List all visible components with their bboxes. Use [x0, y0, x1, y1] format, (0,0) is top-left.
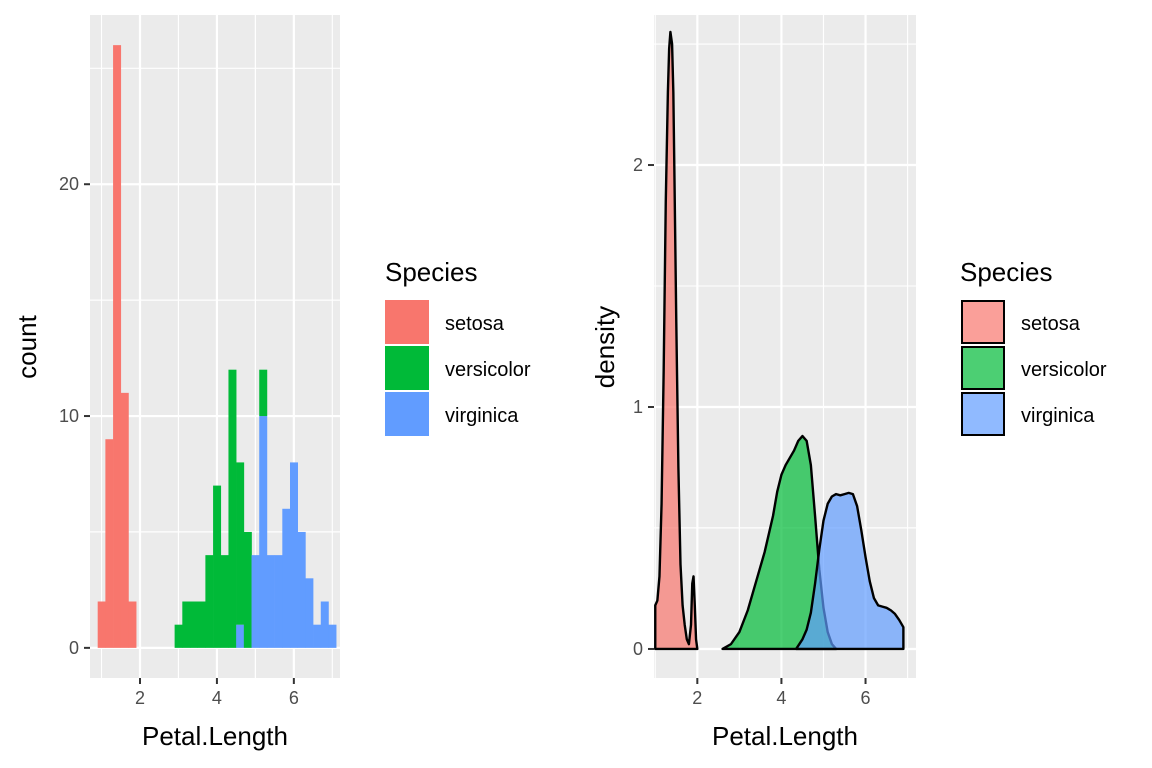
density-legend-title: Species: [960, 257, 1053, 287]
legend-label-setosa: setosa: [445, 313, 505, 335]
density-y-tick-label: 0: [633, 639, 643, 659]
histogram-legend-title: Species: [385, 257, 478, 287]
histogram-y-axis-title: count: [12, 314, 42, 378]
density-legend-key-versicolor: [961, 346, 1005, 390]
density-x-tick-label: 2: [692, 688, 702, 708]
density-legend: Species setosa versicolor virginica: [960, 257, 1107, 436]
legend-key-virginica: [385, 392, 429, 436]
histogram-bar-setosa: [120, 392, 129, 648]
density-axes: 2 4 6 0 1 2: [633, 155, 871, 708]
density-y-tick-label: 2: [633, 155, 643, 175]
histogram-panel: 2 4 6 0 10 20 Petal.Length count Species seto…: [12, 15, 531, 751]
density-legend-label-versicolor: versicolor: [1021, 359, 1107, 381]
density-x-axis-title: Petal.Length: [712, 721, 858, 751]
density-panel: 2 4 6 0 1 2 Petal.Length density Species seto…: [590, 15, 1107, 751]
histogram-x-axis-title: Petal.Length: [142, 721, 288, 751]
legend-key-versicolor: [385, 346, 429, 390]
histogram-bar-setosa: [97, 601, 106, 648]
histogram-legend: Species setosa versicolor virginica: [385, 257, 531, 436]
histogram-bar-virginica: [328, 624, 337, 648]
histogram-bar-versicolor: [213, 485, 222, 648]
histogram-bar-virginica: [259, 416, 268, 648]
histogram-bars: [97, 45, 337, 648]
histogram-bar-versicolor: [182, 601, 191, 648]
legend-label-versicolor: versicolor: [445, 359, 531, 381]
density-legend-key-setosa: [961, 300, 1005, 344]
histogram-bar-virginica: [251, 555, 260, 648]
histogram-bar-virginica: [313, 624, 322, 648]
histogram-y-tick-label: 0: [69, 638, 79, 658]
histogram-bar-setosa: [105, 439, 114, 648]
histogram-bar-versicolor: [197, 601, 206, 648]
legend-key-setosa: [385, 300, 429, 344]
density-legend-label-setosa: setosa: [1021, 313, 1081, 335]
histogram-x-tick-label: 2: [135, 688, 145, 708]
density-areas: [654, 30, 905, 651]
histogram-bar-setosa: [128, 601, 137, 648]
histogram-bar-virginica: [266, 555, 275, 648]
density-area-setosa: [654, 30, 699, 651]
histogram-bar-virginica: [305, 578, 314, 648]
histogram-bar-virginica: [290, 462, 298, 648]
histogram-bar-versicolor: [190, 601, 198, 648]
density-y-axis-title: density: [590, 306, 620, 388]
histogram-bar-virginica: [282, 508, 291, 648]
density-legend-label-virginica: virginica: [1021, 405, 1095, 427]
histogram-bar-versicolor: [205, 555, 214, 648]
histogram-bar-versicolor: [228, 369, 237, 648]
histogram-bar-virginica: [320, 601, 329, 648]
histogram-y-tick-label: 20: [59, 174, 79, 194]
histogram-bar-virginica: [297, 531, 306, 648]
histogram-axes: 2 4 6 0 10 20: [59, 174, 299, 708]
histogram-bar-setosa: [113, 45, 122, 648]
legend-label-virginica: virginica: [445, 405, 519, 427]
density-legend-key-virginica: [961, 392, 1005, 436]
histogram-x-tick-label: 6: [289, 688, 299, 708]
histogram-bar-versicolor: [259, 369, 268, 417]
density-area-virginica: [794, 491, 905, 651]
density-x-tick-label: 4: [776, 688, 786, 708]
histogram-bar-virginica: [274, 555, 283, 648]
histogram-bar-versicolor: [236, 462, 245, 625]
histogram-x-tick-label: 4: [212, 688, 222, 708]
histogram-bar-versicolor: [220, 555, 229, 648]
histogram-y-tick-label: 10: [59, 406, 79, 426]
histogram-bar-versicolor: [243, 531, 252, 648]
density-y-tick-label: 1: [633, 397, 643, 417]
histogram-bar-virginica: [236, 624, 245, 648]
density-x-tick-label: 6: [861, 688, 871, 708]
histogram-bar-versicolor: [174, 624, 183, 648]
